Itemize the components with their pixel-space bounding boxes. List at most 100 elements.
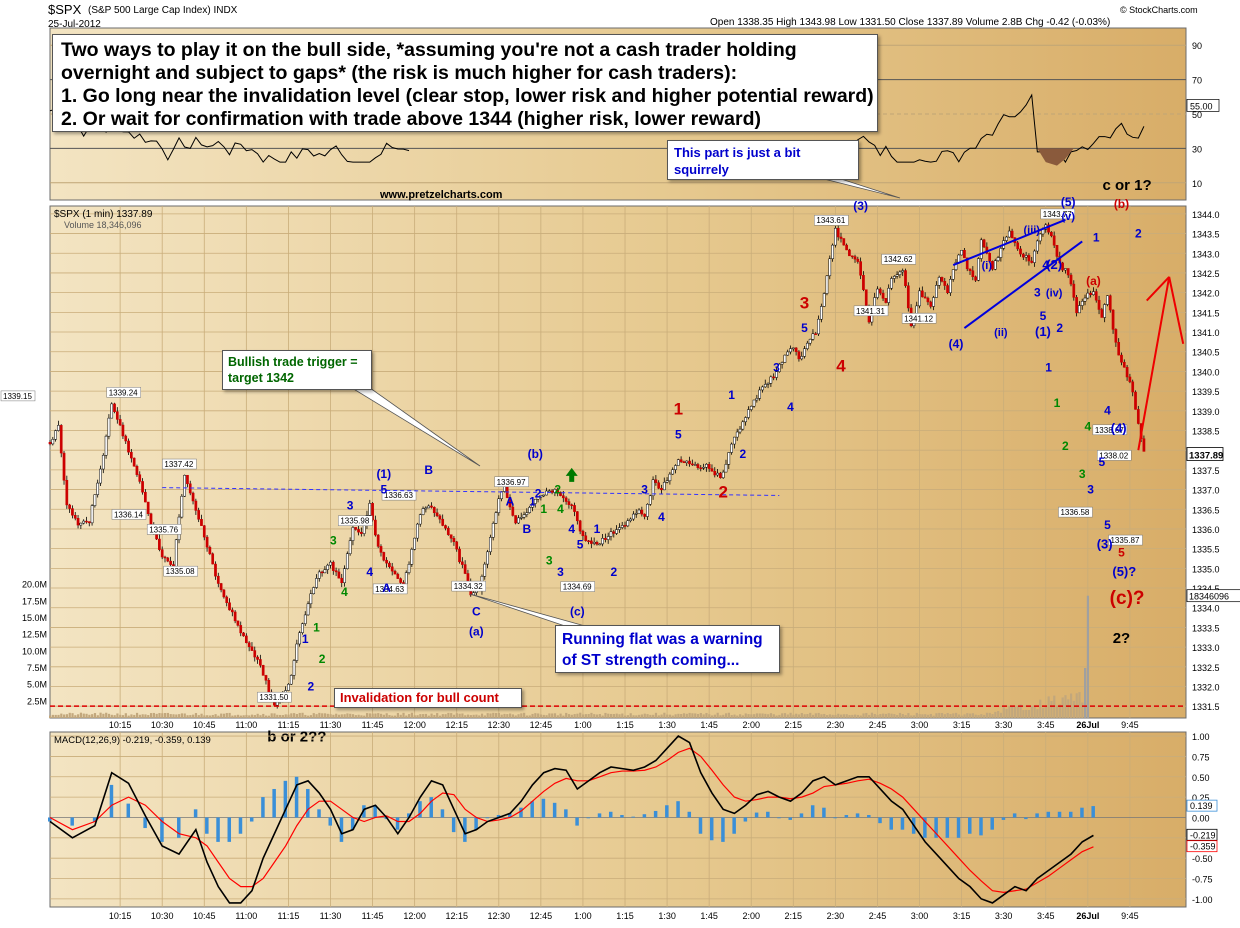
volume-bar [938, 712, 941, 718]
wave-label: (i) [982, 260, 993, 272]
candle-body [489, 537, 492, 553]
volume-tick-label: 10.0M [22, 646, 47, 656]
volume-bar [1039, 699, 1042, 718]
macd-histogram-bar [177, 817, 181, 838]
volume-bar [506, 714, 509, 718]
candle-body [724, 464, 728, 473]
volume-bar [91, 714, 94, 718]
candle-body [306, 603, 310, 616]
macd-histogram-bar [541, 798, 546, 818]
volume-bar [517, 714, 520, 718]
wave-label: (4) [1111, 420, 1127, 435]
time-tick-label: 3:15 [953, 911, 971, 921]
volume-bar [121, 715, 125, 718]
volume-bar [71, 713, 74, 718]
volume-bar [486, 713, 489, 718]
volume-bar [304, 714, 307, 718]
candle-body [783, 354, 787, 363]
volume-bar [379, 713, 383, 718]
candle-body [410, 549, 414, 565]
candle-body [1019, 248, 1022, 255]
candle-body [946, 285, 949, 294]
candle-body [892, 276, 896, 279]
ohlc-summary: Open 1338.35 High 1343.98 Low 1331.50 Cl… [710, 17, 1111, 28]
wave-label: (c) [570, 605, 585, 619]
time-tick-label: 10:45 [193, 720, 216, 730]
note-line: Bullish trade trigger = [228, 355, 358, 369]
volume-bar [1008, 706, 1011, 718]
candle-body [601, 538, 604, 545]
volume-bar [514, 715, 517, 718]
macd-histogram-bar [227, 817, 232, 842]
volume-bar [598, 714, 601, 718]
candle-body [825, 275, 829, 294]
candle-body [853, 256, 857, 260]
candle-body [1052, 235, 1056, 246]
pivot-label-box [853, 305, 889, 317]
candle-body [957, 254, 961, 263]
pivot-label: 1334.63 [375, 585, 404, 594]
candle-body [713, 471, 717, 476]
volume-bar [806, 714, 809, 718]
volume-bar [410, 712, 414, 718]
volume-bar [781, 713, 784, 718]
pivot-label: 1337.42 [164, 460, 193, 469]
macd-histogram-bar [205, 817, 209, 834]
rsi-tick-label: 30 [1192, 144, 1202, 154]
macd-histogram-bar [754, 812, 759, 818]
candle-body [160, 549, 164, 558]
volume-bar [452, 714, 456, 718]
macd-histogram-bar [934, 817, 938, 838]
pivot-label-box [381, 489, 417, 501]
volume-bar [102, 713, 105, 718]
candle-body [965, 257, 969, 270]
volume-bar [722, 714, 725, 718]
volume-bar [528, 715, 531, 718]
candle-body [1131, 381, 1135, 393]
volume-bar [646, 714, 649, 718]
volume-bar [520, 713, 523, 718]
candle-body [1064, 268, 1067, 271]
volume-tick-label: 5.0M [27, 680, 47, 690]
wave-label: (2) [1046, 257, 1062, 272]
candle-body [856, 258, 860, 262]
volume-bar [214, 714, 217, 718]
macd-histogram-bar [732, 817, 736, 834]
candle-body [211, 553, 215, 565]
time-tick-label: 2:00 [742, 911, 760, 921]
time-tick-label: 1:15 [616, 720, 634, 730]
candle-body [390, 566, 394, 572]
candle-body [803, 348, 806, 357]
volume-bar [590, 712, 593, 718]
volume-bar [957, 714, 960, 718]
candle-body [1083, 297, 1087, 302]
candle-body [848, 249, 851, 257]
candle-body [705, 463, 708, 468]
volume-bar [940, 712, 944, 718]
candle-body [755, 398, 759, 401]
time-tick-label: 12:45 [530, 911, 553, 921]
wave-label: 4 [568, 522, 575, 536]
volume-bar [399, 714, 402, 718]
volume-bar [604, 712, 607, 718]
volume-bar [74, 715, 77, 718]
candle-body [766, 382, 770, 385]
macd-histogram-bar [216, 817, 220, 842]
pivot-label: 1335.98 [340, 517, 369, 526]
volume-bar [985, 712, 989, 718]
candle-body [1035, 240, 1039, 252]
candle-body [1024, 255, 1028, 258]
site-label: www.pretzelcharts.com [379, 189, 503, 201]
macd-histogram-bar [1035, 813, 1039, 818]
candle-body [988, 252, 992, 262]
macd-histogram-bar [586, 817, 591, 819]
pivot-label: 1334.69 [563, 583, 592, 592]
volume-bar [800, 713, 803, 718]
candle-body [351, 527, 355, 541]
note-line: target 1342 [228, 371, 295, 385]
candle-body [876, 288, 879, 298]
pivot-label: 1336.97 [497, 478, 526, 487]
pivot-label: 1342.62 [884, 255, 913, 264]
wave-label: 3 [330, 534, 337, 548]
volume-bar [211, 714, 214, 718]
